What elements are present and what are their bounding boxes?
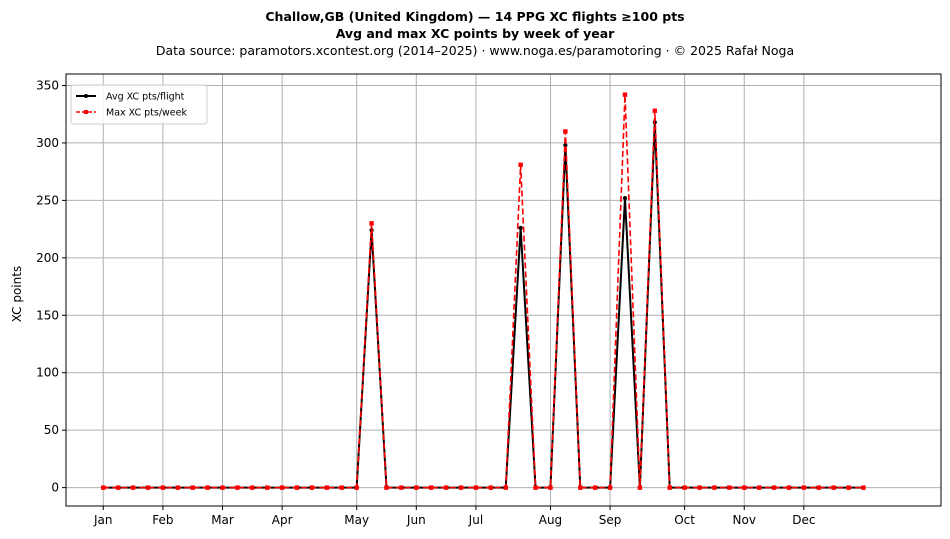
y-tick-label: 50 [44, 423, 59, 437]
x-tick-label: Aug [539, 513, 562, 527]
data-point [652, 108, 657, 113]
data-point [339, 485, 344, 490]
chart-subtitle: Avg and max XC points by week of year [335, 26, 615, 41]
data-point [488, 485, 494, 490]
data-point [130, 485, 136, 490]
data-point [399, 485, 404, 490]
chart-title: Challow,GB (United Kingdom) — 14 PPG XC … [265, 9, 685, 24]
x-tick-label: Sep [599, 513, 622, 527]
data-point [503, 485, 508, 490]
data-point [607, 485, 613, 490]
data-point [190, 485, 195, 490]
data-point [175, 485, 180, 490]
data-point [101, 485, 106, 490]
x-tick-label: Dec [792, 513, 815, 527]
data-point [533, 485, 538, 490]
data-point [265, 485, 270, 490]
data-point [622, 195, 628, 201]
data-point [145, 485, 151, 490]
data-point [279, 485, 285, 490]
data-point [712, 485, 717, 490]
data-point [727, 485, 732, 490]
x-tick-label: Oct [674, 513, 695, 527]
data-point [250, 485, 255, 490]
axis-ticks: 0 50 100 150 200 250 300 350 Jan Feb Mar Apr May Jun J… [36, 78, 815, 527]
data-point [816, 485, 821, 490]
data-point [518, 225, 523, 231]
x-tick-label: May [344, 513, 369, 527]
data-point [220, 485, 225, 490]
grid-lines [66, 74, 941, 506]
data-point [518, 162, 523, 167]
data-point [414, 485, 419, 490]
chart-source: Data source: paramotors.xcontest.org (20… [155, 43, 795, 58]
y-tick-label: 300 [36, 136, 59, 150]
plot-frame [65, 73, 942, 507]
data-point [697, 485, 702, 490]
data-point [682, 485, 687, 490]
data-point [369, 221, 374, 226]
data-point [578, 485, 583, 490]
legend-marker [84, 94, 88, 98]
data-point [742, 485, 747, 490]
data-point [354, 485, 359, 490]
data-point [443, 485, 449, 490]
legend-box [70, 84, 208, 125]
y-tick-label: 250 [36, 193, 59, 207]
x-tick-label: Jun [406, 513, 426, 527]
data-point [548, 485, 553, 490]
data-point [756, 485, 762, 490]
data-point [458, 485, 464, 490]
legend: Avg XC pts/flight Max XC pts/week [70, 84, 208, 125]
legend-marker [84, 110, 88, 114]
x-tick-label: Feb [152, 513, 173, 527]
y-tick-label: 200 [36, 251, 59, 265]
series-line-1 [103, 121, 864, 489]
y-tick-label: 350 [36, 78, 59, 92]
series-layer [101, 92, 866, 490]
data-point [592, 485, 598, 490]
x-tick-label: Nov [733, 513, 756, 527]
legend-label-2: Max XC pts/week [106, 108, 187, 119]
x-tick-label: Apr [272, 513, 293, 527]
y-tick-label: 0 [51, 481, 59, 495]
data-point [801, 485, 807, 490]
data-point [473, 485, 479, 490]
data-point [235, 485, 240, 490]
data-point [205, 485, 210, 490]
data-point [324, 485, 330, 490]
data-point [786, 485, 792, 490]
data-point [846, 485, 851, 490]
data-point [667, 485, 672, 490]
y-tick-label: 100 [36, 366, 59, 380]
data-point [160, 485, 166, 490]
data-point [622, 92, 628, 97]
x-tick-label: Mar [211, 513, 234, 527]
y-tick-label: 150 [36, 308, 59, 322]
x-tick-label: Jan [93, 513, 113, 527]
data-point [563, 129, 568, 134]
data-point [384, 485, 389, 490]
data-point [294, 485, 300, 490]
data-point [771, 485, 777, 490]
series-line-2 [103, 93, 864, 489]
legend-label-1: Avg XC pts/flight [106, 92, 185, 103]
data-point [115, 485, 121, 490]
data-point [309, 485, 315, 490]
data-point [429, 485, 434, 490]
data-point [861, 485, 866, 490]
x-tick-label: Jul [468, 513, 483, 527]
y-axis-label: XC points [10, 266, 24, 322]
data-point [831, 485, 836, 490]
data-point [637, 485, 643, 490]
